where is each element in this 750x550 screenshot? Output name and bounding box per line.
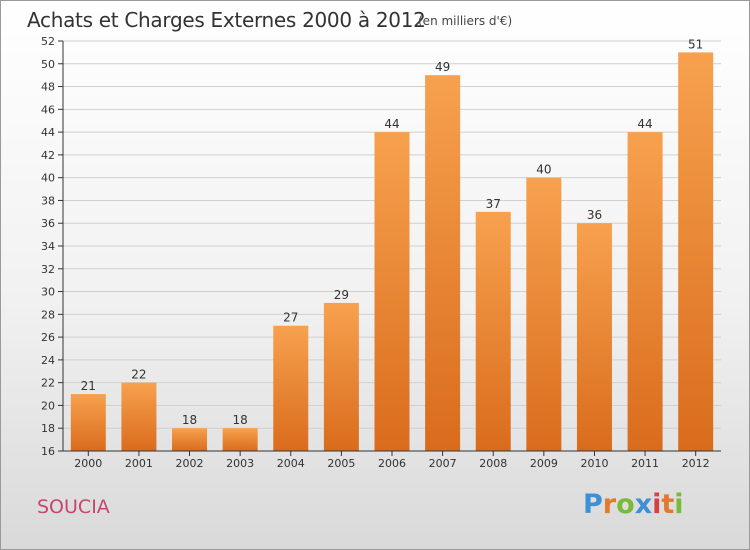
- data-label: 37: [486, 197, 501, 211]
- bar: [323, 302, 359, 451]
- x-tick-label: 2006: [378, 457, 406, 470]
- y-tick-label: 26: [41, 331, 55, 344]
- bar: [678, 52, 714, 452]
- bar: [222, 428, 258, 451]
- data-label: 21: [81, 379, 96, 393]
- y-tick-label: 22: [41, 377, 55, 390]
- x-tick-label: 2002: [176, 457, 204, 470]
- chart-title: Achats et Charges Externes 2000 à 2012: [27, 8, 426, 32]
- x-tick-label: 2004: [277, 457, 305, 470]
- x-tick-label: 2003: [226, 457, 254, 470]
- x-tick-label: 2000: [74, 457, 102, 470]
- x-tick-label: 2007: [429, 457, 457, 470]
- chart-unit: (en milliers d'€): [418, 14, 513, 28]
- y-tick-label: 38: [41, 194, 55, 207]
- x-tick-label: 2008: [479, 457, 507, 470]
- data-label: 49: [435, 60, 450, 74]
- x-tick-label: 2001: [125, 457, 153, 470]
- data-label: 40: [536, 163, 551, 177]
- y-tick-label: 40: [41, 172, 55, 185]
- bar: [475, 211, 511, 451]
- y-tick-label: 44: [41, 126, 55, 139]
- y-tick-label: 20: [41, 399, 55, 412]
- logo-letter: r: [602, 489, 617, 520]
- x-tick-label: 2011: [631, 457, 659, 470]
- logo-letter: i: [674, 489, 684, 520]
- proxiti-logo[interactable]: Proxiti: [583, 489, 684, 520]
- bar: [526, 177, 562, 451]
- y-tick-label: 28: [41, 308, 55, 321]
- bar: [374, 132, 410, 451]
- x-tick-label: 2009: [530, 457, 558, 470]
- y-tick-label: 32: [41, 263, 55, 276]
- y-tick-label: 24: [41, 354, 55, 367]
- y-tick-label: 52: [41, 35, 55, 48]
- y-tick-label: 36: [41, 217, 55, 230]
- logo-letter: t: [661, 489, 675, 520]
- bar: [70, 394, 106, 451]
- bar: [172, 428, 208, 451]
- data-label: 22: [131, 368, 146, 382]
- data-label: 18: [182, 413, 197, 427]
- bar: [273, 325, 309, 451]
- y-tick-label: 18: [41, 422, 55, 435]
- data-label: 44: [637, 117, 652, 131]
- logo-letter: P: [583, 489, 603, 520]
- x-tick-label: 2005: [327, 457, 355, 470]
- y-tick-label: 46: [41, 103, 55, 116]
- logo-letter: i: [652, 489, 662, 520]
- data-label: 18: [233, 413, 248, 427]
- bar: [576, 223, 612, 451]
- data-label: 29: [334, 288, 349, 302]
- y-tick-label: 34: [41, 240, 55, 253]
- y-tick-label: 48: [41, 81, 55, 94]
- y-tick-label: 42: [41, 149, 55, 162]
- x-tick-label: 2012: [682, 457, 710, 470]
- bar: [425, 75, 461, 452]
- x-tick-label: 2010: [580, 457, 608, 470]
- y-tick-label: 30: [41, 286, 55, 299]
- y-tick-label: 16: [41, 445, 55, 458]
- y-tick-label: 50: [41, 58, 55, 71]
- data-label: 27: [283, 311, 298, 325]
- commune-name: SOUCIA: [37, 496, 110, 518]
- data-label: 51: [688, 37, 703, 51]
- logo-letter: x: [634, 489, 653, 520]
- data-label: 36: [587, 208, 602, 222]
- logo-letter: o: [616, 489, 635, 520]
- bar: [121, 382, 157, 451]
- data-label: 44: [384, 117, 399, 131]
- bar: [627, 132, 663, 451]
